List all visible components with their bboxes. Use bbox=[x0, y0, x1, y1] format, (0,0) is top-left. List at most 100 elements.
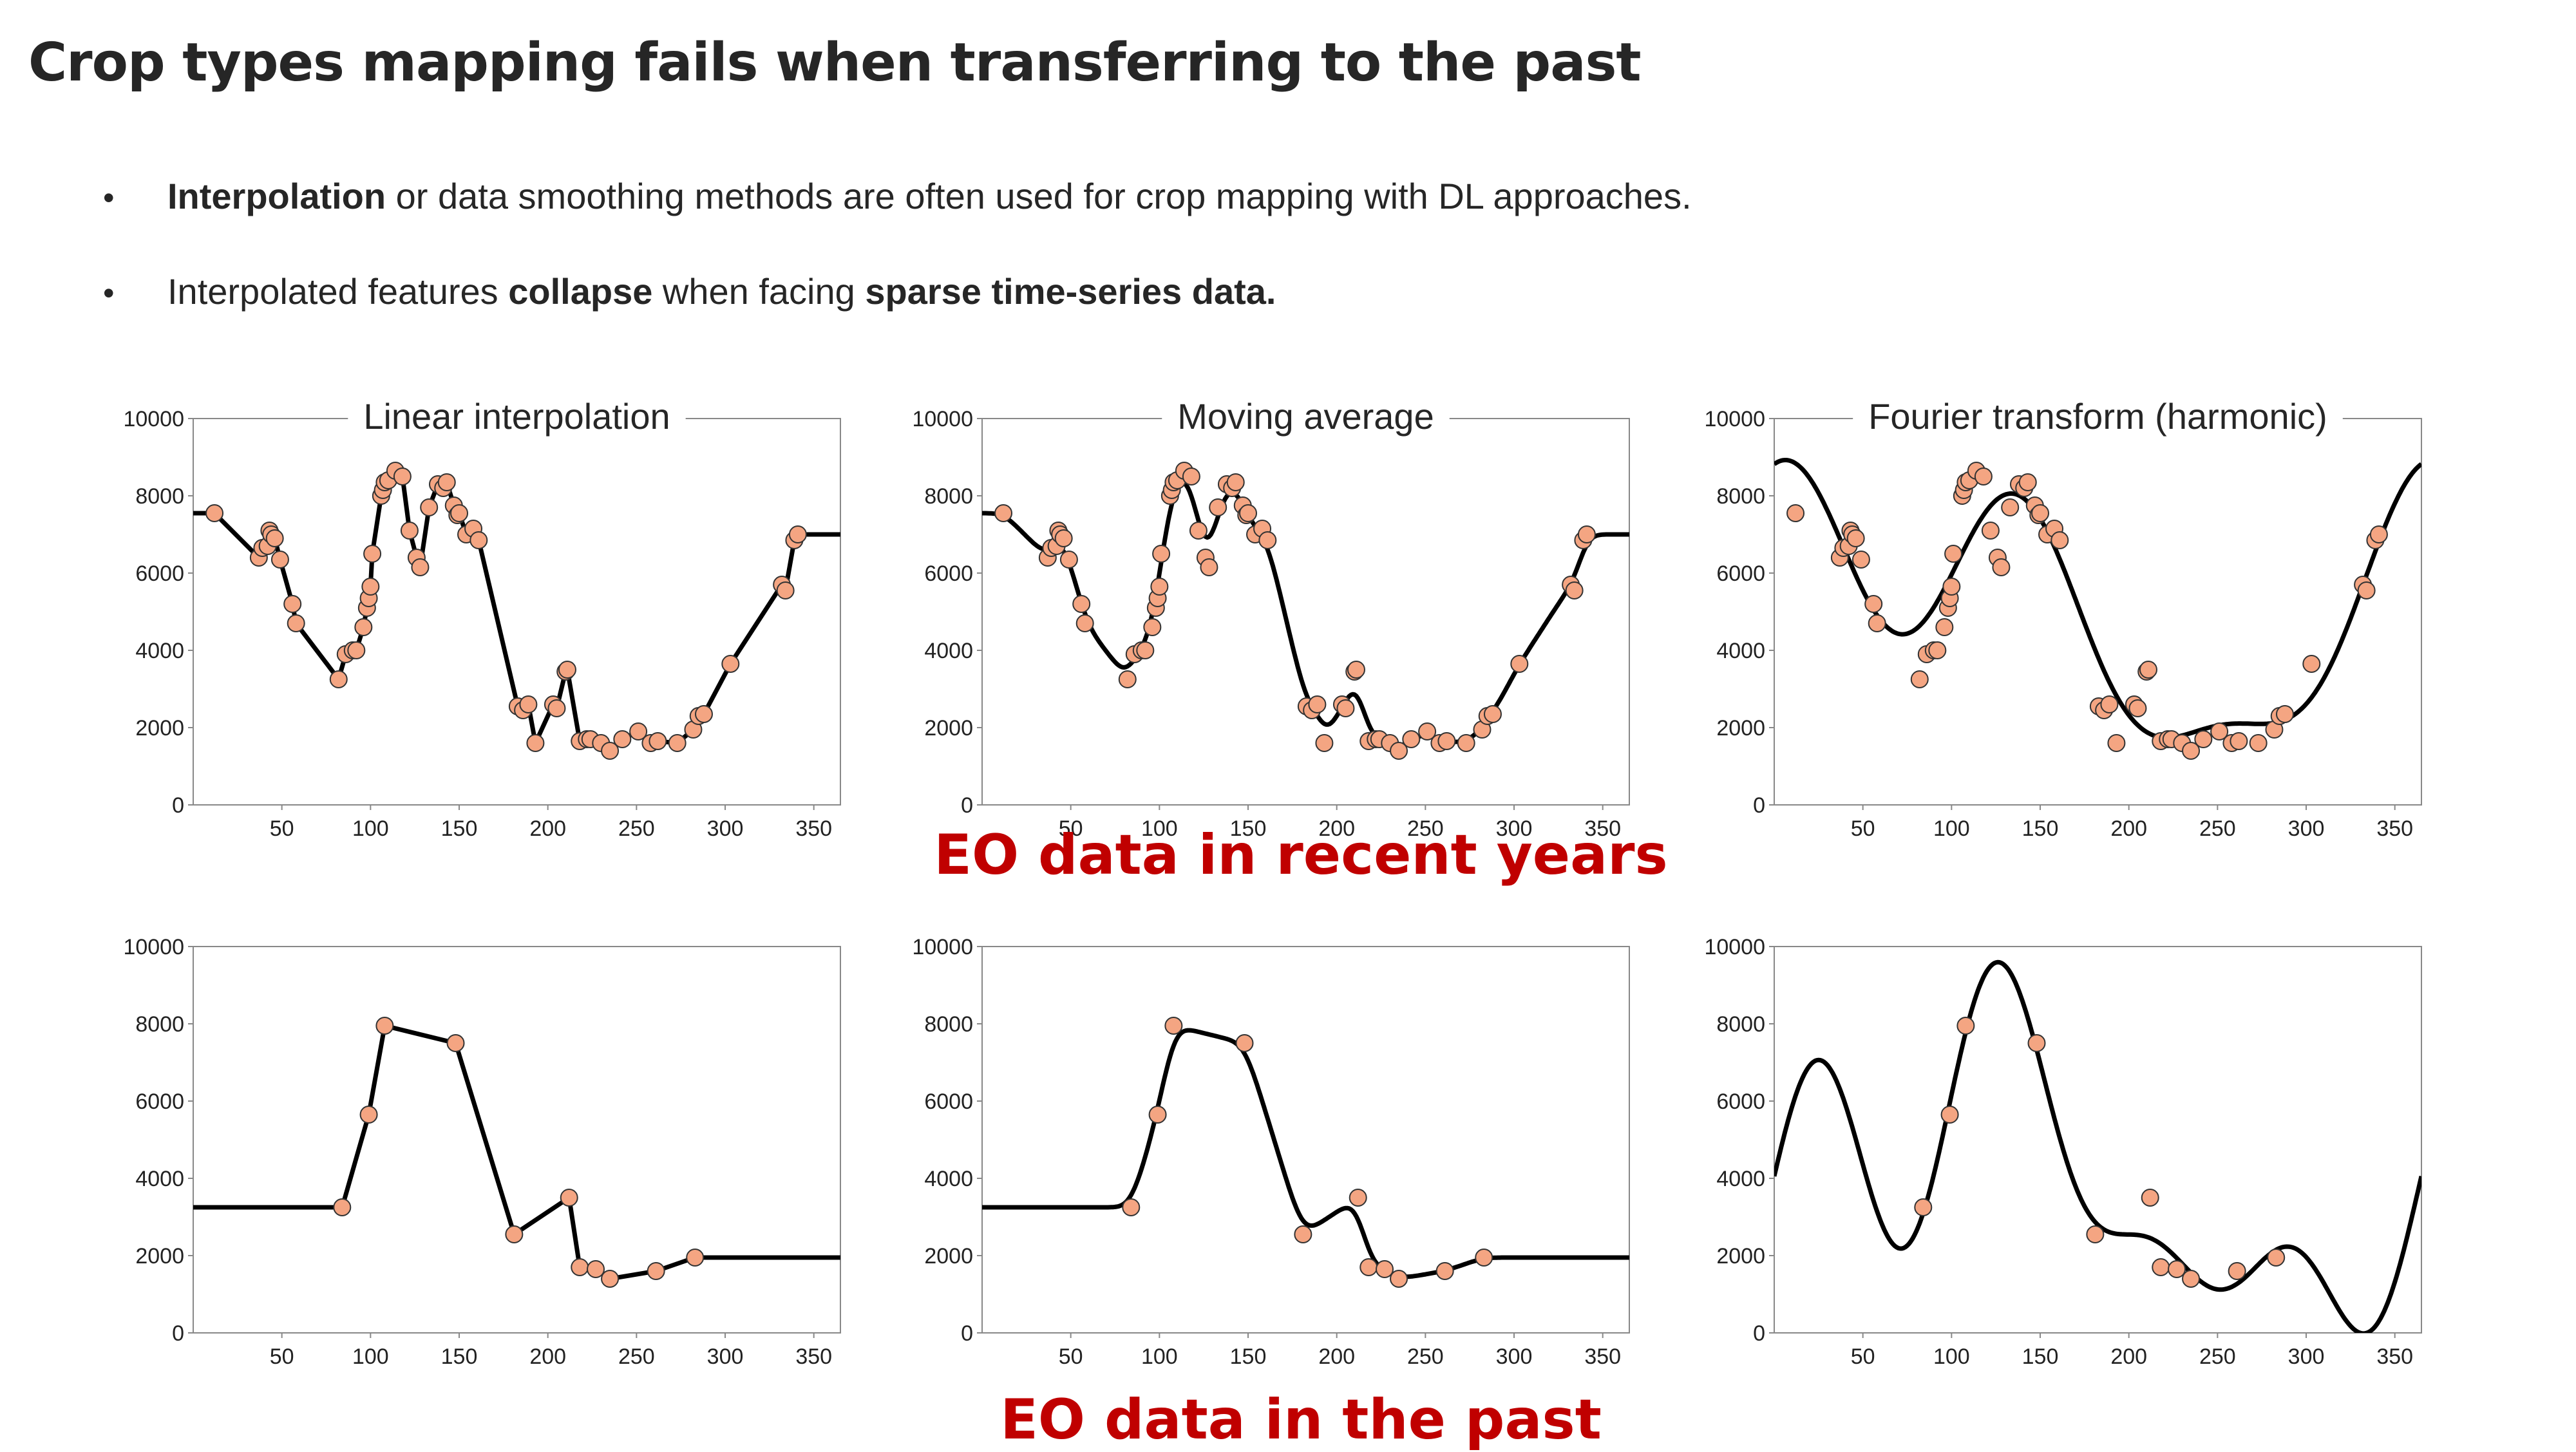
data-point bbox=[354, 618, 373, 636]
y-tick-label: 0 bbox=[961, 793, 973, 818]
x-tick-label: 50 bbox=[1059, 816, 1083, 841]
data-point bbox=[668, 734, 687, 752]
data-point bbox=[721, 655, 740, 673]
data-point bbox=[2210, 722, 2229, 740]
data-point bbox=[2107, 734, 2126, 752]
caption-recent-years: EO data in recent years bbox=[934, 823, 1668, 887]
data-point bbox=[1376, 1260, 1394, 1278]
y-tick-label: 4000 bbox=[924, 639, 973, 663]
y-tick-label: 6000 bbox=[135, 561, 184, 586]
data-point bbox=[450, 504, 469, 522]
data-point bbox=[1435, 1262, 1454, 1280]
data-point bbox=[1349, 1189, 1367, 1207]
x-tick-label: 50 bbox=[270, 816, 294, 841]
data-point bbox=[1359, 1258, 1378, 1276]
x-tick-label: 100 bbox=[1141, 816, 1178, 841]
bullet-text: Interpolated features collapse when faci… bbox=[167, 270, 1276, 312]
data-point bbox=[560, 1189, 578, 1207]
y-tick-label: 0 bbox=[172, 1321, 184, 1346]
x-tick-label: 100 bbox=[352, 1344, 389, 1369]
x-tick-label: 100 bbox=[1933, 1344, 1970, 1369]
data-point bbox=[1786, 504, 1805, 522]
data-point bbox=[1072, 595, 1091, 613]
data-point bbox=[2249, 734, 2268, 752]
y-tick-label: 8000 bbox=[135, 1012, 184, 1037]
y-tick-label: 0 bbox=[172, 793, 184, 818]
data-point bbox=[1336, 699, 1355, 717]
data-point bbox=[1418, 722, 1437, 740]
data-point bbox=[283, 595, 302, 613]
data-point bbox=[629, 722, 648, 740]
x-tick-label: 150 bbox=[441, 1344, 478, 1369]
data-point bbox=[1235, 1034, 1254, 1052]
y-tick-label: 4000 bbox=[1716, 639, 1765, 663]
chart-moving-average-past: 0 2000 4000 6000 8000 10000 50 100 150 200 250 300 3… bbox=[912, 935, 1630, 1369]
data-point bbox=[1164, 1017, 1183, 1035]
data-point bbox=[2230, 732, 2248, 750]
bullet-plain-text: or data smoothing methods are often used… bbox=[386, 176, 1692, 216]
data-point bbox=[1189, 522, 1208, 540]
y-tick-label: 2000 bbox=[924, 716, 973, 740]
y-tick-label: 10000 bbox=[1704, 407, 1765, 431]
x-tick-label: 50 bbox=[270, 1344, 294, 1369]
data-point bbox=[329, 670, 348, 688]
data-point bbox=[2228, 1262, 2246, 1280]
data-point bbox=[1565, 581, 1584, 599]
x-tick-label: 250 bbox=[618, 1344, 655, 1369]
y-tick-label: 10000 bbox=[123, 407, 184, 431]
data-point bbox=[1122, 1198, 1141, 1216]
bullet-plain-text: Interpolated features bbox=[167, 271, 509, 312]
data-point bbox=[1143, 618, 1162, 636]
chart-title: Linear interpolation bbox=[363, 396, 670, 437]
data-point bbox=[776, 581, 795, 599]
data-point bbox=[1402, 730, 1421, 748]
x-tick-label: 250 bbox=[618, 816, 655, 841]
data-point bbox=[361, 578, 380, 596]
y-tick-label: 6000 bbox=[1716, 561, 1765, 586]
data-point bbox=[2369, 525, 2388, 543]
data-point bbox=[694, 705, 713, 723]
data-point bbox=[2141, 1189, 2159, 1207]
x-tick-label: 200 bbox=[2110, 816, 2147, 841]
bullet-interpolation: • Interpolation or data smoothing method… bbox=[103, 175, 1692, 217]
y-tick-label: 0 bbox=[961, 1321, 973, 1346]
data-point bbox=[1150, 578, 1169, 596]
x-tick-label: 150 bbox=[2022, 816, 2059, 841]
x-tick-label: 250 bbox=[1407, 816, 1444, 841]
data-point bbox=[1475, 1249, 1493, 1267]
x-tick-label: 200 bbox=[529, 1344, 566, 1369]
data-point bbox=[1239, 504, 1258, 522]
data-point bbox=[2267, 1249, 2286, 1267]
data-point bbox=[469, 531, 488, 549]
data-point bbox=[1347, 661, 1365, 679]
data-point bbox=[613, 730, 632, 748]
data-point bbox=[526, 734, 545, 752]
data-point bbox=[2027, 1034, 2046, 1052]
data-point bbox=[1315, 734, 1334, 752]
data-point bbox=[1846, 529, 1865, 547]
x-tick-label: 150 bbox=[1230, 1344, 1267, 1369]
y-tick-label: 2000 bbox=[135, 1244, 184, 1268]
data-point bbox=[2182, 742, 2201, 760]
data-point bbox=[1152, 545, 1171, 563]
x-tick-label: 50 bbox=[1851, 1344, 1875, 1369]
x-tick-label: 200 bbox=[1318, 1344, 1355, 1369]
data-point bbox=[1390, 742, 1408, 760]
data-point bbox=[437, 473, 456, 491]
y-tick-label: 8000 bbox=[1716, 484, 1765, 509]
y-tick-label: 2000 bbox=[135, 716, 184, 740]
data-point bbox=[647, 1262, 665, 1280]
x-tick-label: 150 bbox=[441, 816, 478, 841]
data-point bbox=[2194, 730, 2213, 748]
title-gap bbox=[1162, 413, 1450, 424]
y-tick-label: 4000 bbox=[135, 1167, 184, 1191]
data-point bbox=[1577, 525, 1596, 543]
data-point bbox=[270, 551, 289, 569]
chart-moving-average-recent: 0 2000 4000 6000 8000 10000 50 100 150 200 250 300 3… bbox=[912, 396, 1630, 841]
x-tick-label: 150 bbox=[2022, 1344, 2059, 1369]
data-point bbox=[2128, 699, 2147, 717]
x-tick-label: 300 bbox=[2288, 816, 2325, 841]
data-point bbox=[446, 1034, 465, 1052]
data-point bbox=[2302, 655, 2321, 673]
chart-fourier-harmonic-past: 0 2000 4000 6000 8000 10000 50 100 150 200 250 300 3… bbox=[1704, 935, 2422, 1369]
